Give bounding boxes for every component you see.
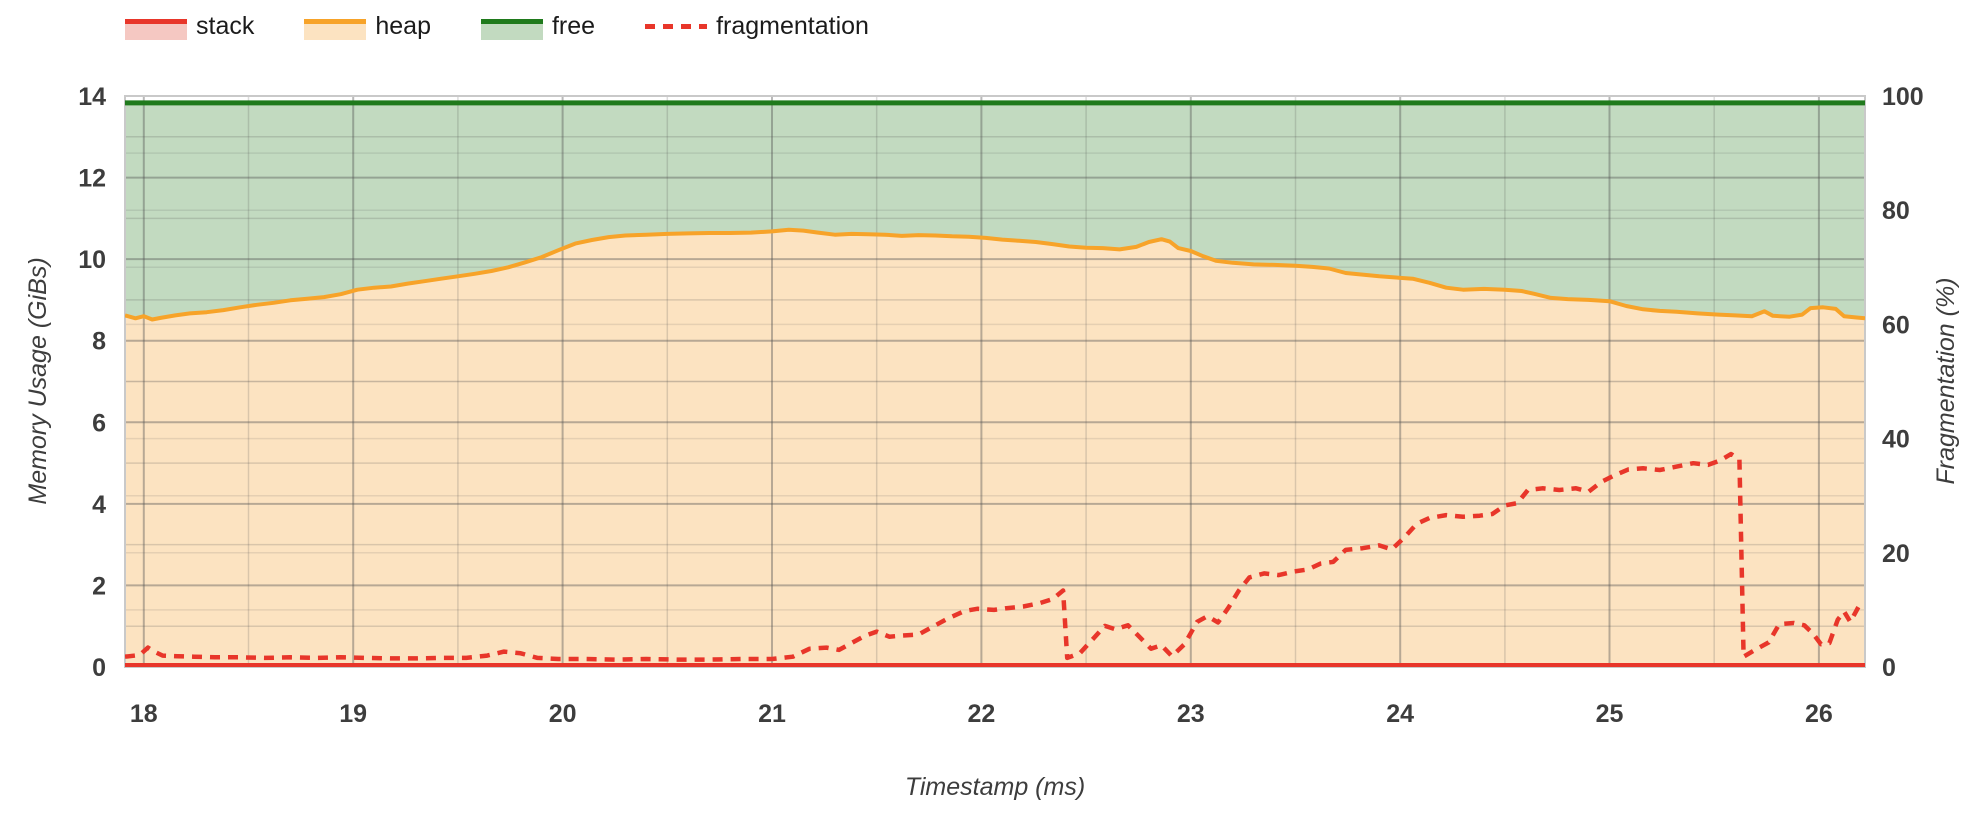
legend-label-stack: stack xyxy=(196,12,255,40)
fragmentation-line xyxy=(125,451,1865,662)
legend-label-fragmentation: fragmentation xyxy=(716,12,869,40)
x-tick-label: 21 xyxy=(758,700,786,728)
heap-line xyxy=(125,227,1865,322)
right-tick-label: 20 xyxy=(1882,540,1910,568)
left-tick-label: 12 xyxy=(78,165,106,193)
x-tick-label: 23 xyxy=(1177,700,1205,728)
left-axis-title: Memory Usage (GiBs) xyxy=(24,257,52,504)
heap-area xyxy=(125,229,1865,667)
x-tick-label: 22 xyxy=(967,700,995,728)
right-tick-label: 80 xyxy=(1882,197,1910,225)
plot-frame xyxy=(124,95,1866,668)
series-lines xyxy=(125,100,1865,667)
chart-legend: stack heap free fragmentation xyxy=(125,12,869,41)
right-axis-title: Fragmentation (%) xyxy=(1932,277,1960,484)
right-tick-label: 0 xyxy=(1882,654,1896,682)
x-tick-label: 20 xyxy=(549,700,577,728)
right-tick-label: 40 xyxy=(1882,426,1910,454)
x-axis-title: Timestamp (ms) xyxy=(905,773,1085,801)
right-tick-label: 60 xyxy=(1882,311,1910,339)
plot-border xyxy=(124,95,1866,668)
left-axis-ticks: 0 2 4 6 8 10 12 14 xyxy=(78,83,106,682)
heap-swatch-icon xyxy=(304,13,367,40)
left-tick-label: 2 xyxy=(92,572,106,600)
area-fills xyxy=(125,102,1865,667)
left-tick-label: 4 xyxy=(92,491,106,519)
legend-item-heap: heap xyxy=(304,12,431,41)
legend-item-free: free xyxy=(480,12,596,41)
fragmentation-swatch-icon xyxy=(645,13,708,40)
x-axis-ticks: 18 19 20 21 22 23 24 25 26 xyxy=(130,700,1833,728)
left-tick-label: 10 xyxy=(78,246,106,274)
left-tick-label: 8 xyxy=(92,328,106,356)
stack-swatch-icon xyxy=(125,13,187,40)
legend-label-free: free xyxy=(551,12,596,40)
x-tick-label: 24 xyxy=(1386,700,1414,728)
left-tick-label: 0 xyxy=(92,654,106,682)
x-tick-label: 18 xyxy=(130,700,158,728)
x-tick-label: 19 xyxy=(339,700,367,728)
right-tick-label: 100 xyxy=(1882,83,1924,111)
legend-item-fragmentation: fragmentation xyxy=(645,12,869,41)
legend-item-stack: stack xyxy=(125,12,254,41)
free-swatch-icon xyxy=(480,13,543,40)
x-tick-label: 26 xyxy=(1805,700,1833,728)
legend-label-heap: heap xyxy=(375,12,431,40)
right-axis-ticks: 0 20 40 60 80 100 xyxy=(1882,83,1924,682)
free-area xyxy=(125,102,1865,320)
left-tick-label: 14 xyxy=(78,83,106,111)
x-tick-label: 25 xyxy=(1596,700,1624,728)
left-tick-label: 6 xyxy=(92,409,106,437)
